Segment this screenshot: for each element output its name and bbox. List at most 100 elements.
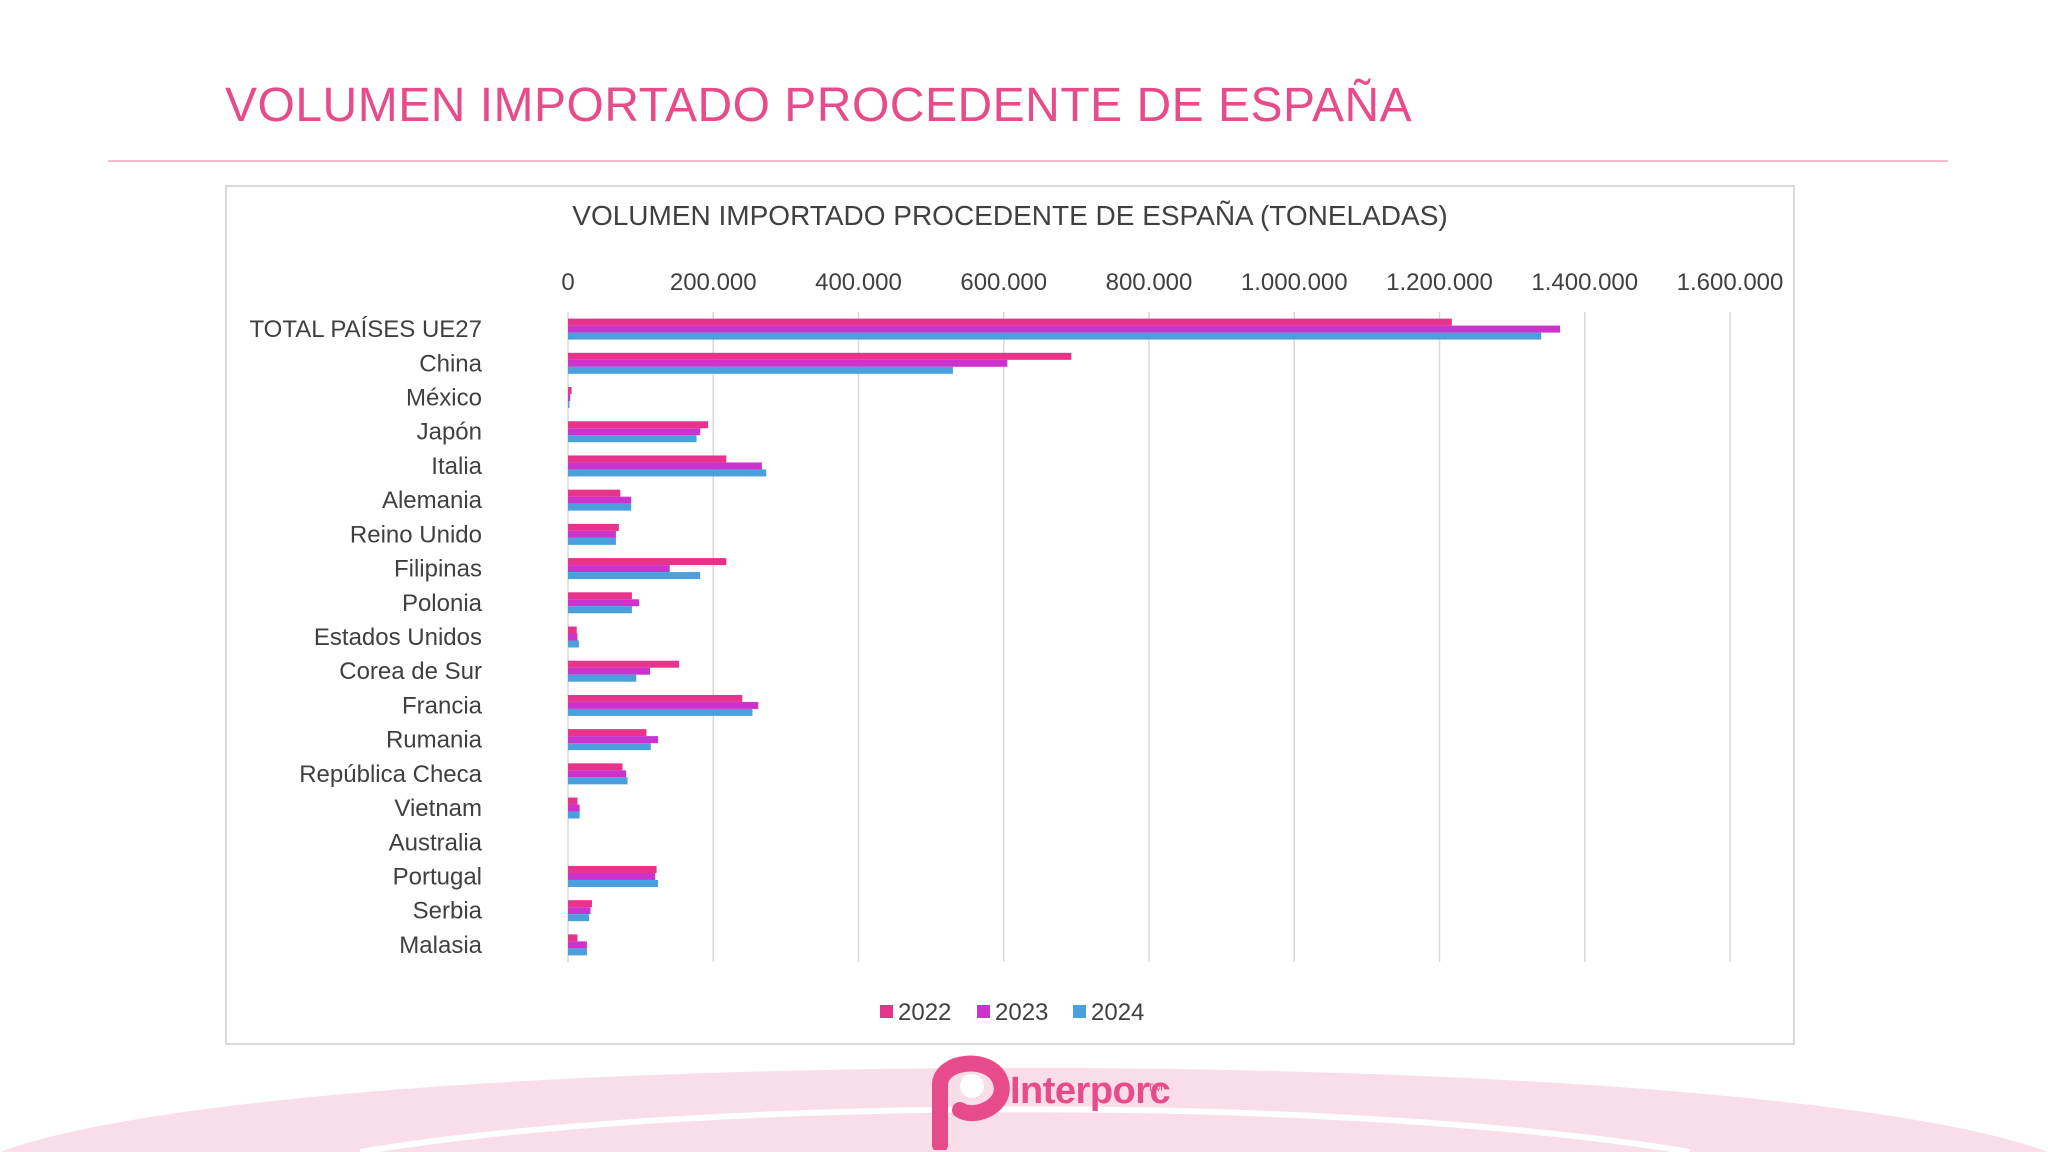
footer-wave xyxy=(0,1068,2048,1152)
category-labels: TOTAL PAÍSES UE27 China México Japón Italia A… xyxy=(249,316,482,959)
bar-2023 xyxy=(568,496,632,504)
bar-2024 xyxy=(568,708,753,716)
bar-2024 xyxy=(568,640,579,648)
bar-2022 xyxy=(568,763,623,771)
category-label: Polonia xyxy=(402,590,483,617)
bar-2022 xyxy=(568,694,743,702)
bar-2022 xyxy=(568,387,572,395)
interporc-logo-icon xyxy=(932,1055,1010,1150)
bars xyxy=(568,318,1561,956)
bar-2024 xyxy=(568,469,767,477)
bar-2022 xyxy=(568,729,647,737)
category-label: TOTAL PAÍSES UE27 xyxy=(249,316,482,343)
x-tick-label: 400.000 xyxy=(815,269,902,296)
legend: 2022 2023 2024 xyxy=(880,999,1144,1026)
chart-title: VOLUMEN IMPORTADO PROCEDENTE DE ESPAÑA (… xyxy=(572,200,1447,231)
bar-2024 xyxy=(568,537,616,545)
bar-2023 xyxy=(568,907,591,915)
x-tick-label: 200.000 xyxy=(670,269,757,296)
bar-2022 xyxy=(568,489,621,497)
legend-label: 2023 xyxy=(995,999,1048,1026)
bar-2024 xyxy=(568,777,628,785)
bar-2024 xyxy=(568,572,701,580)
category-label: Estados Unidos xyxy=(314,624,482,651)
bar-2023 xyxy=(568,428,701,436)
bar-2022 xyxy=(568,797,578,805)
bar-2023 xyxy=(568,941,587,949)
bar-2024 xyxy=(568,435,697,443)
category-label: República Checa xyxy=(299,761,482,788)
bar-2022 xyxy=(568,318,1452,326)
category-label: Japón xyxy=(417,419,482,446)
bar-2024 xyxy=(568,948,587,956)
bar-2023 xyxy=(568,394,571,402)
bar-2023 xyxy=(568,667,651,675)
bar-2023 xyxy=(568,530,616,538)
bar-2023 xyxy=(568,599,640,607)
bar-2024 xyxy=(568,914,590,922)
bar-2022 xyxy=(568,934,578,942)
bar-2022 xyxy=(568,592,632,600)
bar-2024 xyxy=(568,401,570,409)
bar-2024 xyxy=(568,674,637,682)
bar-2023 xyxy=(568,701,759,709)
category-label: Vietnam xyxy=(394,795,482,822)
bar-2023 xyxy=(568,736,659,744)
bar-2023 xyxy=(568,565,670,573)
category-label: Filipinas xyxy=(394,556,482,583)
bar-2022 xyxy=(568,626,577,634)
x-tick-label: 1.600.000 xyxy=(1677,269,1784,296)
category-label: Francia xyxy=(402,692,483,719)
legend-swatch xyxy=(880,1005,893,1018)
bar-2022 xyxy=(568,421,709,429)
category-label: China xyxy=(419,350,482,377)
bar-2024 xyxy=(568,879,659,887)
x-tick-label: 0 xyxy=(561,269,574,296)
bar-2024 xyxy=(568,332,1542,340)
x-tick-label: 800.000 xyxy=(1106,269,1193,296)
legend-label: 2022 xyxy=(898,999,951,1026)
bar-2023 xyxy=(568,770,627,778)
title-divider xyxy=(108,160,1948,162)
x-tick-label: 1.200.000 xyxy=(1386,269,1493,296)
category-label: Australia xyxy=(389,829,483,856)
x-tick-label: 600.000 xyxy=(960,269,1047,296)
bar-2022 xyxy=(568,455,727,463)
bar-2022 xyxy=(568,558,727,566)
logo-trademark: TM xyxy=(1147,1082,1163,1094)
bar-2023 xyxy=(568,359,1008,367)
x-axis-ticks: 0 200.000 400.000 600.000 800.000 1.000.000 1.… xyxy=(561,269,1783,296)
category-label: Rumania xyxy=(386,727,483,754)
legend-label: 2024 xyxy=(1091,999,1144,1026)
category-label: Italia xyxy=(431,453,482,480)
category-label: Reino Unido xyxy=(350,521,482,548)
bar-2023 xyxy=(568,462,762,470)
bar-2024 xyxy=(568,606,632,614)
x-tick-label: 1.400.000 xyxy=(1531,269,1638,296)
category-label: México xyxy=(406,385,482,412)
bar-2022 xyxy=(568,523,619,531)
legend-swatch xyxy=(1073,1005,1086,1018)
bar-2024 xyxy=(568,743,651,751)
bar-2024 xyxy=(568,503,632,511)
bar-2022 xyxy=(568,900,592,908)
bar-2022 xyxy=(568,660,680,668)
bar-2023 xyxy=(568,633,578,641)
bar-2023 xyxy=(568,872,656,880)
category-label: Portugal xyxy=(393,863,482,890)
slide-title: VOLUMEN IMPORTADO PROCEDENTE DE ESPAÑA xyxy=(225,79,1413,132)
bar-2022 xyxy=(568,352,1072,360)
bar-2024 xyxy=(568,366,953,374)
bar-2024 xyxy=(568,811,580,819)
bar-2023 xyxy=(568,325,1561,333)
x-tick-label: 1.000.000 xyxy=(1241,269,1348,296)
bar-2023 xyxy=(568,804,580,812)
category-label: Alemania xyxy=(382,487,483,514)
legend-swatch xyxy=(977,1005,990,1018)
logo-text: Interporc xyxy=(1010,1070,1171,1112)
category-label: Serbia xyxy=(413,898,483,925)
category-label: Corea de Sur xyxy=(339,658,482,685)
gridlines xyxy=(567,312,1731,962)
bar-2022 xyxy=(568,865,657,873)
